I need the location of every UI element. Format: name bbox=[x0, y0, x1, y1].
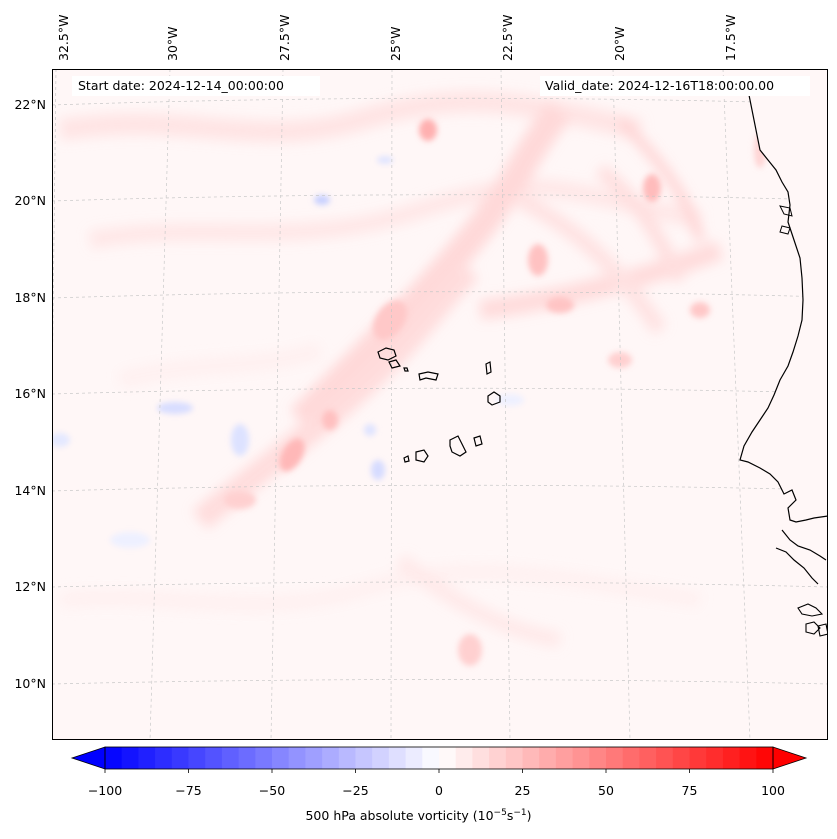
colorbar-segment bbox=[272, 747, 290, 769]
colorbar-segment bbox=[388, 747, 407, 769]
colorbar-tick-label: 100 bbox=[761, 783, 785, 798]
lat-label-16n: 16°N bbox=[14, 386, 46, 401]
colorbar-segment bbox=[522, 747, 540, 769]
colorbar-segment bbox=[756, 747, 774, 769]
start-date-text: Start date: 2024-12-14_00:00:00 bbox=[78, 78, 284, 93]
lat-label-18n: 18°N bbox=[14, 290, 46, 305]
colorbar-segment bbox=[422, 747, 440, 769]
start-date-box bbox=[72, 76, 320, 96]
colorbar-segment bbox=[472, 747, 490, 769]
colorbar-extend-high bbox=[772, 746, 808, 770]
valid-date-box bbox=[540, 76, 810, 96]
lon-label-27-5w: 27.5°W bbox=[277, 14, 292, 61]
colorbar-segment bbox=[572, 747, 590, 769]
colorbar-segment bbox=[238, 747, 256, 769]
vorticity-field bbox=[52, 69, 828, 740]
colorbar-segment bbox=[221, 747, 240, 769]
colorbar-segment bbox=[439, 747, 457, 769]
lon-label-25w: 25°W bbox=[388, 26, 403, 61]
colorbar-segment bbox=[589, 747, 607, 769]
lon-label-17-5w: 17.5°W bbox=[723, 14, 738, 61]
colorbar-segment bbox=[555, 747, 574, 769]
colorbar-segment bbox=[355, 747, 373, 769]
colorbar-segment bbox=[455, 747, 473, 769]
africa-coastline bbox=[740, 69, 828, 740]
lon-label-22-5w: 22.5°W bbox=[500, 14, 515, 61]
lat-label-14n: 14°N bbox=[14, 483, 46, 498]
colorbar-segment bbox=[739, 747, 757, 769]
colorbar-label: 500 hPa absolute vorticity (10−5s−1) bbox=[305, 808, 532, 824]
colorbar-tick-label: 50 bbox=[598, 783, 614, 798]
colorbar-segment bbox=[656, 747, 674, 769]
valid-date-text: Valid_date: 2024-12-16T18:00:00.00 bbox=[545, 78, 775, 93]
lon-label-32-5w: 32.5°W bbox=[56, 14, 71, 61]
colorbar-segment bbox=[121, 747, 139, 769]
colorbar-tick-label: 25 bbox=[514, 783, 531, 798]
colorbar-segment bbox=[505, 747, 524, 769]
colorbar-tick-label: −75 bbox=[175, 783, 202, 798]
colorbar-segment bbox=[155, 747, 173, 769]
colorbar-segment bbox=[639, 747, 657, 769]
colorbar-segment bbox=[539, 747, 557, 769]
colorbar-segment bbox=[672, 747, 691, 769]
colorbar-segment bbox=[405, 747, 423, 769]
colorbar-segment bbox=[706, 747, 724, 769]
map-frame bbox=[52, 69, 828, 740]
colorbar-segment bbox=[338, 747, 357, 769]
lon-label-30w: 30°W bbox=[165, 26, 180, 61]
colorbar-segment bbox=[606, 747, 624, 769]
colorbar-tick-label: 0 bbox=[435, 783, 443, 798]
colorbar-segment bbox=[255, 747, 273, 769]
graticule bbox=[52, 69, 828, 740]
lat-label-12n: 12°N bbox=[14, 579, 46, 594]
colorbar-segment bbox=[288, 747, 306, 769]
colorbar-tick-label: −50 bbox=[258, 783, 286, 798]
colorbar-segment bbox=[105, 747, 123, 769]
colorbar-segment bbox=[689, 747, 707, 769]
colorbar-segment bbox=[171, 747, 190, 769]
lon-label-20w: 20°W bbox=[612, 26, 627, 61]
colorbar-tick-label: −100 bbox=[87, 783, 123, 798]
colorbar-segment bbox=[722, 747, 741, 769]
colorbar-segment bbox=[372, 747, 390, 769]
colorbar-segment bbox=[622, 747, 640, 769]
coastline-line bbox=[739, 89, 828, 523]
colorbar-tick-label: −25 bbox=[342, 783, 369, 798]
cape-verde-islands bbox=[377, 347, 501, 463]
colorbar-segment bbox=[188, 747, 206, 769]
colorbar-segment bbox=[322, 747, 340, 769]
colorbar-tick-label: 75 bbox=[681, 783, 698, 798]
lat-label-10n: 10°N bbox=[14, 676, 46, 691]
lat-label-22n: 22°N bbox=[14, 97, 46, 112]
colorbar-segment bbox=[138, 747, 156, 769]
colorbar bbox=[70, 746, 808, 773]
colorbar-extend-low bbox=[70, 746, 106, 770]
colorbar-segment bbox=[305, 747, 323, 769]
colorbar-segment bbox=[489, 747, 507, 769]
lat-label-20n: 20°N bbox=[14, 193, 46, 208]
colorbar-segment bbox=[205, 747, 223, 769]
